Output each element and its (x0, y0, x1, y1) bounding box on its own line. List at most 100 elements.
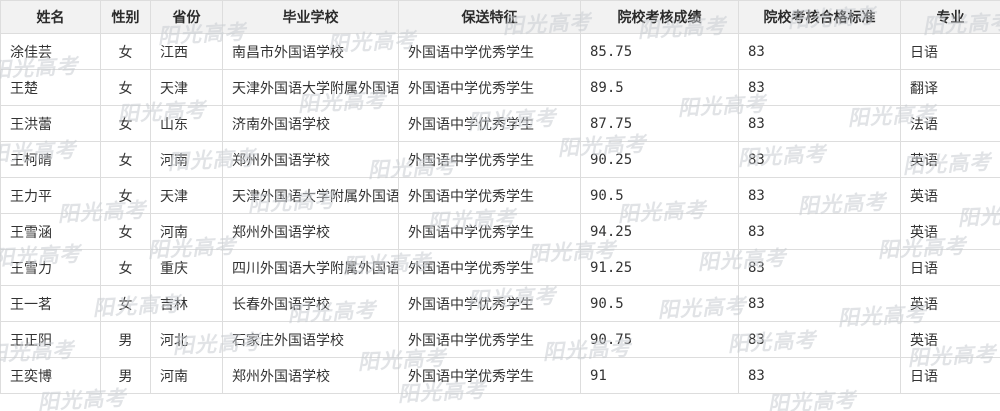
cell-gender: 女 (100, 213, 151, 250)
cell-score: 90.75 (580, 321, 739, 358)
cell-gender: 女 (100, 69, 151, 106)
cell-feature: 外国语中学优秀学生 (398, 105, 581, 142)
header-row: 姓名 性别 省份 毕业学校 保送特征 院校考核成绩 院校考核合格标准 专业 (0, 0, 1000, 34)
cell-gender: 女 (100, 285, 151, 322)
cell-score: 87.75 (580, 105, 739, 142)
cell-feature: 外国语中学优秀学生 (398, 357, 581, 394)
table-body: 涂佳芸女江西 南昌市外国语学校 外国语中学优秀学生 85.75 83 日语 王楚女天津 天津外… (0, 33, 1000, 394)
cell-province: 吉林 (150, 285, 223, 322)
cell-score: 85.75 (580, 33, 739, 70)
cell-school: 长春外国语学校 (222, 285, 399, 322)
cell-standard: 83 (738, 177, 901, 214)
cell-score: 90.5 (580, 285, 739, 322)
cell-name: 王一茗 (0, 285, 101, 322)
cell-name: 王柯晴 (0, 141, 101, 178)
cell-school: 南昌市外国语学校 (222, 33, 399, 70)
cell-name: 王雪涵 (0, 213, 101, 250)
table-row[interactable]: 王正阳男河北 石家庄外国语学校 外国语中学优秀学生 90.75 83 英语 (0, 321, 1000, 358)
cell-gender: 女 (100, 33, 151, 70)
cell-major: 日语 (900, 249, 1000, 286)
cell-gender: 男 (100, 357, 151, 394)
cell-gender: 女 (100, 177, 151, 214)
cell-feature: 外国语中学优秀学生 (398, 33, 581, 70)
cell-school: 济南外国语学校 (222, 105, 399, 142)
cell-province: 河南 (150, 141, 223, 178)
cell-score: 89.5 (580, 69, 739, 106)
cell-major: 法语 (900, 105, 1000, 142)
cell-school: 四川外国语大学附属外国语学校 (222, 249, 399, 286)
cell-standard: 83 (738, 285, 901, 322)
cell-school: 郑州外国语学校 (222, 357, 399, 394)
cell-province: 天津 (150, 69, 223, 106)
admissions-table: 姓名 性别 省份 毕业学校 保送特征 院校考核成绩 院校考核合格标准 专业 涂佳… (0, 0, 1000, 394)
cell-score: 94.25 (580, 213, 739, 250)
cell-name: 王力平 (0, 177, 101, 214)
column-header-name[interactable]: 姓名 (0, 0, 101, 34)
cell-feature: 外国语中学优秀学生 (398, 141, 581, 178)
cell-province: 重庆 (150, 249, 223, 286)
cell-school: 郑州外国语学校 (222, 213, 399, 250)
cell-score: 90.25 (580, 141, 739, 178)
cell-gender: 女 (100, 249, 151, 286)
cell-major: 日语 (900, 357, 1000, 394)
column-header-province[interactable]: 省份 (150, 0, 223, 34)
column-header-standard[interactable]: 院校考核合格标准 (738, 0, 901, 34)
cell-school: 石家庄外国语学校 (222, 321, 399, 358)
cell-province: 河南 (150, 213, 223, 250)
cell-school: 郑州外国语学校 (222, 141, 399, 178)
table-row[interactable]: 涂佳芸女江西 南昌市外国语学校 外国语中学优秀学生 85.75 83 日语 (0, 33, 1000, 70)
cell-feature: 外国语中学优秀学生 (398, 213, 581, 250)
column-header-feature[interactable]: 保送特征 (398, 0, 581, 34)
cell-feature: 外国语中学优秀学生 (398, 69, 581, 106)
cell-province: 天津 (150, 177, 223, 214)
cell-major: 英语 (900, 213, 1000, 250)
cell-province: 河南 (150, 357, 223, 394)
table-row[interactable]: 王柯晴女河南 郑州外国语学校 外国语中学优秀学生 90.25 83 英语 (0, 141, 1000, 178)
cell-major: 英语 (900, 321, 1000, 358)
table-header: 姓名 性别 省份 毕业学校 保送特征 院校考核成绩 院校考核合格标准 专业 (0, 0, 1000, 34)
cell-major: 翻译 (900, 69, 1000, 106)
cell-score: 91.25 (580, 249, 739, 286)
table-row[interactable]: 王雪涵女河南 郑州外国语学校 外国语中学优秀学生 94.25 83 英语 (0, 213, 1000, 250)
cell-score: 90.5 (580, 177, 739, 214)
cell-major: 英语 (900, 141, 1000, 178)
cell-name: 王洪蕾 (0, 105, 101, 142)
cell-gender: 女 (100, 141, 151, 178)
cell-school: 天津外国语大学附属外国语学校 (222, 69, 399, 106)
cell-province: 山东 (150, 105, 223, 142)
cell-name: 王楚 (0, 69, 101, 106)
cell-standard: 83 (738, 69, 901, 106)
cell-standard: 83 (738, 213, 901, 250)
column-header-score[interactable]: 院校考核成绩 (580, 0, 739, 34)
cell-standard: 83 (738, 357, 901, 394)
cell-gender: 男 (100, 321, 151, 358)
cell-major: 英语 (900, 285, 1000, 322)
cell-name: 王雪力 (0, 249, 101, 286)
cell-feature: 外国语中学优秀学生 (398, 321, 581, 358)
cell-province: 江西 (150, 33, 223, 70)
column-header-major[interactable]: 专业 (900, 0, 1000, 34)
column-header-gender[interactable]: 性别 (100, 0, 151, 34)
cell-name: 王正阳 (0, 321, 101, 358)
cell-province: 河北 (150, 321, 223, 358)
cell-standard: 83 (738, 105, 901, 142)
cell-standard: 83 (738, 33, 901, 70)
cell-standard: 83 (738, 249, 901, 286)
cell-feature: 外国语中学优秀学生 (398, 177, 581, 214)
column-header-school[interactable]: 毕业学校 (222, 0, 399, 34)
cell-feature: 外国语中学优秀学生 (398, 285, 581, 322)
cell-major: 日语 (900, 33, 1000, 70)
cell-gender: 女 (100, 105, 151, 142)
cell-school: 天津外国语大学附属外国语学校 (222, 177, 399, 214)
cell-standard: 83 (738, 141, 901, 178)
table-row[interactable]: 王洪蕾女山东 济南外国语学校 外国语中学优秀学生 87.75 83 法语 (0, 105, 1000, 142)
table-row[interactable]: 王一茗女吉林 长春外国语学校 外国语中学优秀学生 90.5 83 英语 (0, 285, 1000, 322)
cell-name: 王奕博 (0, 357, 101, 394)
cell-standard: 83 (738, 321, 901, 358)
cell-major: 英语 (900, 177, 1000, 214)
table-row[interactable]: 王奕博男河南 郑州外国语学校 外国语中学优秀学生 91 83 日语 (0, 357, 1000, 394)
